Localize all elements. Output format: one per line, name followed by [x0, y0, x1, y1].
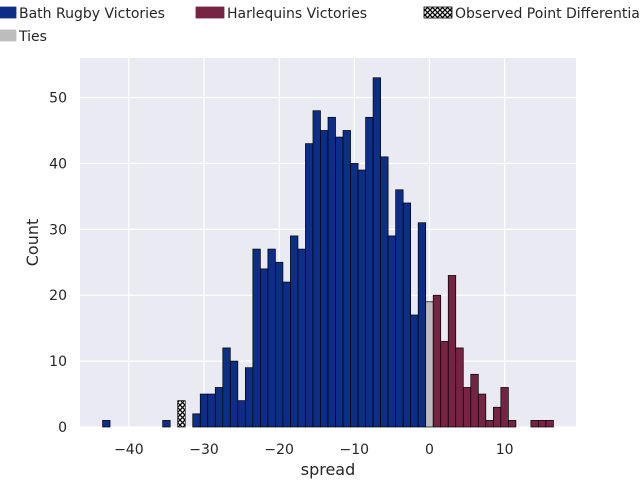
bath-rugby-victories-bar	[244, 367, 254, 428]
bath-rugby-victories-bar	[380, 156, 389, 428]
bath-rugby-victories-bar	[267, 248, 276, 428]
harlequins-victories-bar	[545, 420, 554, 428]
harlequins-victories-bar	[530, 420, 539, 428]
harlequins-victories-bar	[440, 340, 449, 428]
x-tick-label: −40	[114, 442, 144, 458]
bath-rugby-victories-bar	[327, 116, 336, 428]
harlequins-victories-bar	[508, 420, 517, 428]
legend-label-harlequins-victories: Harlequins Victories	[227, 6, 367, 22]
legend: Bath Rugby Victories Harlequins Victories…	[0, 6, 640, 45]
bath-rugby-victories-bar	[335, 136, 344, 428]
bath-rugby-victories-bar	[387, 235, 396, 428]
bath-rugby-victories-bar	[102, 420, 111, 428]
legend-swatch-ties	[0, 29, 17, 42]
legend-label-ties: Ties	[18, 29, 47, 45]
x-tick-label: −30	[189, 442, 219, 458]
legend-swatch-observed-point-differential	[423, 6, 453, 19]
bath-rugby-victories-bar	[342, 130, 351, 428]
bath-rugby-victories-bar	[290, 235, 299, 428]
y-tick-label: 30	[49, 222, 67, 238]
bath-rugby-victories-bar	[252, 248, 261, 428]
legend-swatch-harlequins-victories	[195, 6, 225, 19]
bath-rugby-victories-bar	[417, 222, 427, 428]
bath-rugby-victories-bar	[260, 268, 269, 428]
bath-rugby-victories-bar	[275, 261, 284, 428]
harlequins-victories-bar	[538, 420, 547, 428]
bath-rugby-victories-bar	[305, 143, 314, 428]
y-ticks: 0 10 20 30 40 50	[49, 91, 67, 436]
x-tick-label: 0	[425, 442, 434, 458]
x-axis-label: spread	[301, 460, 356, 479]
y-tick-label: 20	[49, 288, 67, 304]
bath-rugby-victories-bar	[162, 420, 171, 428]
bath-rugby-victories-bar	[282, 281, 291, 428]
harlequins-victories-bar	[462, 387, 472, 428]
bath-rugby-victories-bar	[192, 413, 201, 428]
harlequins-victories-bar	[477, 393, 487, 428]
legend-label-observed-point-differential: Observed Point Differential	[455, 6, 640, 22]
y-axis-label: Count	[23, 219, 42, 267]
x-ticks: −40 −30 −20 −10 0 10	[114, 442, 513, 458]
x-tick-label: 10	[496, 442, 514, 458]
y-tick-label: 50	[49, 91, 67, 107]
harlequins-victories-bar	[485, 420, 494, 428]
harlequins-victories-bar	[492, 406, 502, 428]
y-tick-label: 0	[58, 420, 67, 436]
bath-rugby-victories-bar	[395, 189, 404, 428]
bath-rugby-victories-bar	[297, 248, 306, 428]
bath-rugby-victories-bar	[222, 347, 231, 428]
ties-bar	[425, 301, 434, 428]
legend-label-bath-rugby-victories: Bath Rugby Victories	[19, 6, 165, 22]
bath-rugby-victories-bar	[237, 400, 246, 428]
bath-rugby-victories-bar	[410, 314, 419, 428]
bath-rugby-victories-bar	[402, 202, 412, 428]
bath-rugby-victories-bar	[372, 77, 381, 428]
bars	[102, 77, 554, 428]
bath-rugby-victories-bar	[320, 130, 329, 428]
bath-rugby-victories-bar	[199, 393, 209, 428]
observed-point-differential-bar	[177, 400, 186, 428]
y-tick-label: 10	[49, 354, 67, 370]
harlequins-victories-bar	[500, 387, 509, 428]
x-tick-label: −20	[264, 442, 294, 458]
bath-rugby-victories-bar	[312, 110, 321, 428]
harlequins-victories-bar	[432, 294, 442, 428]
harlequins-victories-bar	[447, 275, 457, 428]
bath-rugby-victories-bar	[214, 387, 224, 428]
bath-rugby-victories-bar	[365, 116, 374, 428]
x-tick-label: −10	[340, 442, 370, 458]
bath-rugby-victories-bar	[357, 169, 366, 428]
y-tick-label: 40	[49, 156, 67, 172]
bath-rugby-victories-bar	[350, 163, 359, 428]
harlequins-victories-bar	[470, 373, 479, 428]
bath-rugby-victories-bar	[229, 360, 239, 428]
legend-swatch-bath-rugby-victories	[0, 6, 17, 19]
harlequins-victories-bar	[455, 347, 464, 428]
bath-rugby-victories-bar	[207, 393, 216, 428]
